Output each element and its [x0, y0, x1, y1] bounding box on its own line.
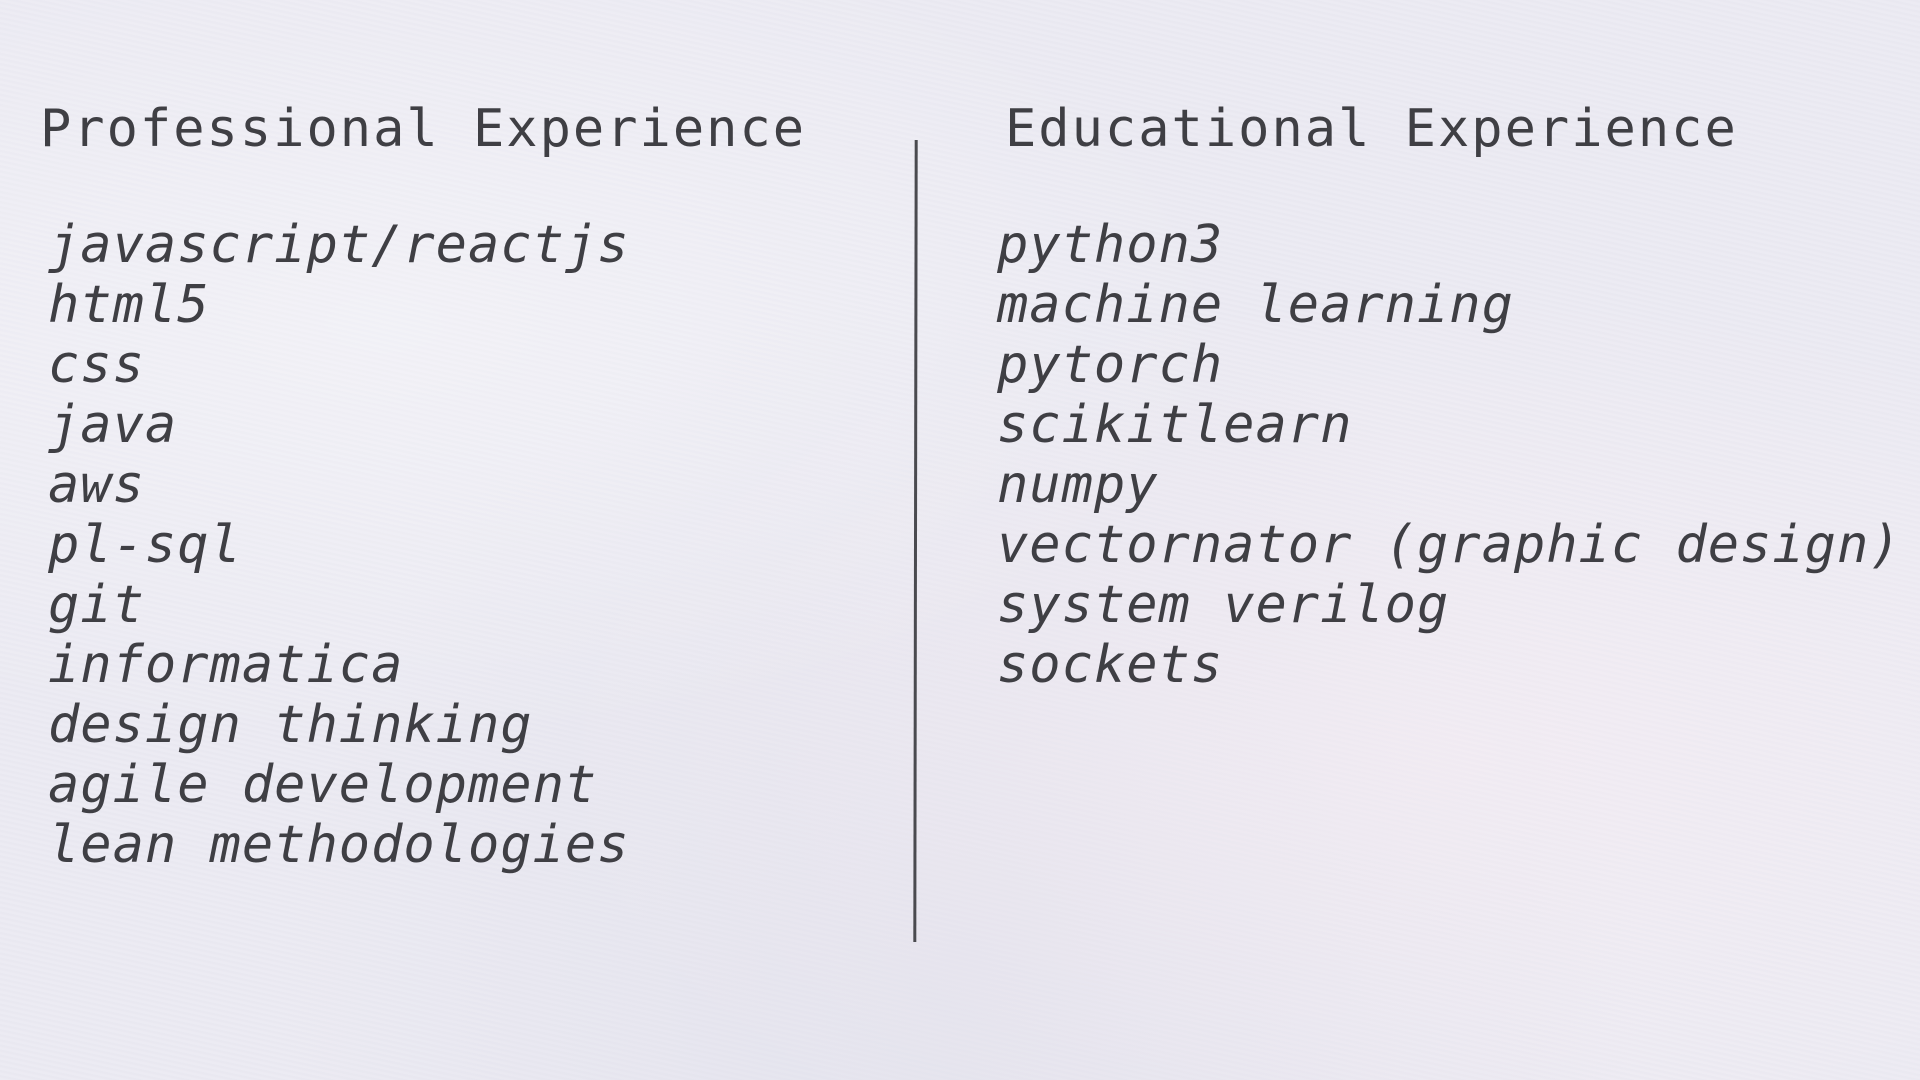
list-item: lean methodologies [48, 815, 630, 875]
list-item: java [48, 395, 178, 455]
professional-skills-list: javascript/reactjs html5 css java aws pl… [48, 215, 630, 875]
educational-skills-list: python3 machine learning pytorch scikitl… [997, 215, 1902, 695]
list-item: numpy [997, 455, 1159, 515]
list-item: design thinking [48, 695, 533, 755]
list-item: pl-sql [48, 515, 242, 575]
list-item: python3 [997, 215, 1224, 275]
list-item: html5 [48, 275, 210, 335]
list-item: vectornator (graphic design) [997, 515, 1902, 575]
professional-experience-heading: Professional Experience [40, 99, 807, 159]
list-item: git [48, 575, 145, 635]
list-item: aws [48, 455, 145, 515]
list-item: agile development [48, 755, 598, 815]
list-item: informatica [48, 635, 404, 695]
column-divider [913, 139, 918, 943]
list-item: system verilog [997, 575, 1450, 635]
list-item: css [48, 335, 145, 395]
list-item: scikitlearn [997, 395, 1353, 455]
educational-experience-heading: Educational Experience [1005, 99, 1738, 159]
list-item: machine learning [997, 275, 1514, 335]
list-item: sockets [997, 635, 1224, 695]
list-item: pytorch [997, 335, 1224, 395]
list-item: javascript/reactjs [48, 215, 630, 275]
